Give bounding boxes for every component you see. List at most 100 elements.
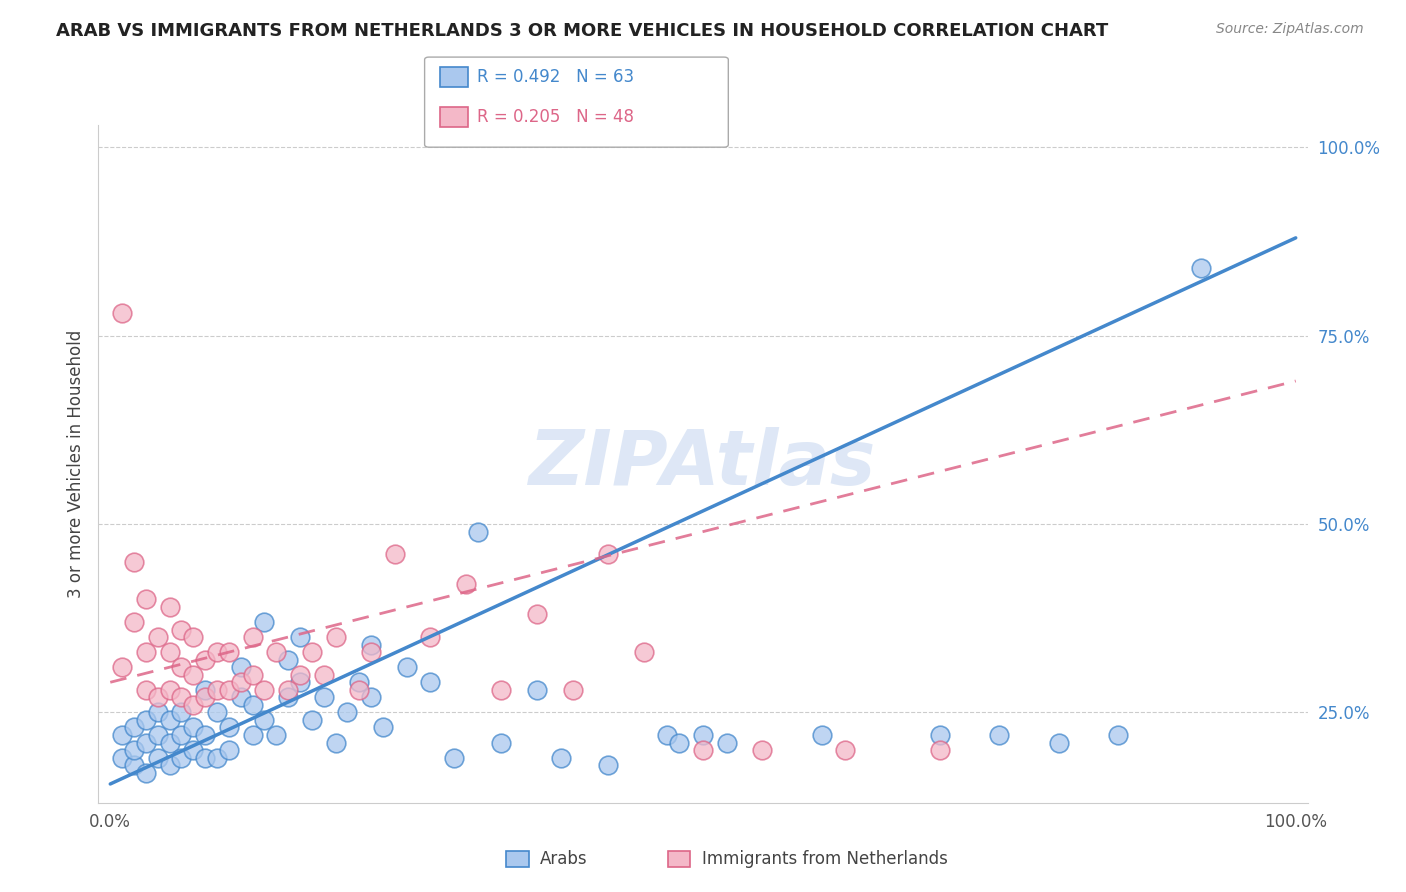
Text: Arabs: Arabs xyxy=(540,850,588,868)
Text: ZIPAtlas: ZIPAtlas xyxy=(529,427,877,500)
Point xyxy=(360,690,382,705)
Point xyxy=(347,675,370,690)
Point xyxy=(181,743,204,757)
Text: R = 0.492   N = 63: R = 0.492 N = 63 xyxy=(477,68,634,86)
Point xyxy=(810,728,832,742)
Point xyxy=(170,660,193,674)
Point xyxy=(277,682,299,697)
Point xyxy=(122,743,145,757)
Point xyxy=(122,555,145,569)
Point xyxy=(491,735,513,749)
Point xyxy=(253,615,276,629)
Y-axis label: 3 or more Vehicles in Household: 3 or more Vehicles in Household xyxy=(66,330,84,598)
Point xyxy=(229,690,252,705)
Point xyxy=(135,645,157,659)
Point xyxy=(347,682,370,697)
Point xyxy=(181,698,204,712)
Point xyxy=(598,758,620,772)
Point xyxy=(325,630,347,644)
Point xyxy=(122,721,145,735)
Point xyxy=(135,735,157,749)
Point xyxy=(264,645,287,659)
Point xyxy=(194,690,217,705)
Point xyxy=(146,728,169,742)
Point xyxy=(526,607,548,622)
Point xyxy=(288,630,311,644)
Point xyxy=(277,653,299,667)
Point xyxy=(181,667,204,681)
Point xyxy=(1189,260,1212,275)
Point xyxy=(716,735,738,749)
Point xyxy=(598,547,620,561)
Point xyxy=(301,645,323,659)
Point xyxy=(135,592,157,607)
Point xyxy=(194,682,217,697)
Point xyxy=(692,743,714,757)
Point xyxy=(218,645,240,659)
Point xyxy=(159,735,181,749)
Point xyxy=(111,750,134,764)
Point xyxy=(443,750,465,764)
Point xyxy=(264,728,287,742)
Point xyxy=(561,682,583,697)
Text: Source: ZipAtlas.com: Source: ZipAtlas.com xyxy=(1216,22,1364,37)
Point xyxy=(242,728,264,742)
Point xyxy=(218,743,240,757)
Point xyxy=(159,758,181,772)
Point xyxy=(111,728,134,742)
Point xyxy=(312,667,335,681)
Point xyxy=(633,645,655,659)
Point xyxy=(929,728,952,742)
Point xyxy=(288,667,311,681)
Point xyxy=(288,675,311,690)
Point xyxy=(550,750,572,764)
Point xyxy=(111,660,134,674)
Point xyxy=(371,721,394,735)
Point xyxy=(170,706,193,720)
Point xyxy=(277,690,299,705)
Point xyxy=(159,599,181,614)
Point xyxy=(170,623,193,637)
Point xyxy=(384,547,406,561)
Point xyxy=(325,735,347,749)
Point xyxy=(419,675,441,690)
Point xyxy=(146,706,169,720)
Point xyxy=(242,667,264,681)
Point xyxy=(242,630,264,644)
Point xyxy=(181,721,204,735)
Point xyxy=(205,750,228,764)
Point xyxy=(242,698,264,712)
Point xyxy=(312,690,335,705)
Point xyxy=(122,615,145,629)
Point xyxy=(360,638,382,652)
Point xyxy=(454,577,477,591)
Point xyxy=(526,682,548,697)
Point xyxy=(1107,728,1129,742)
Point xyxy=(146,750,169,764)
Point xyxy=(229,660,252,674)
Point xyxy=(122,758,145,772)
Point xyxy=(194,728,217,742)
Point xyxy=(135,682,157,697)
Point xyxy=(929,743,952,757)
Point xyxy=(135,713,157,727)
Point xyxy=(751,743,773,757)
Point xyxy=(467,524,489,539)
Point xyxy=(491,682,513,697)
Point xyxy=(194,750,217,764)
Point xyxy=(159,645,181,659)
Point xyxy=(395,660,418,674)
Point xyxy=(668,735,690,749)
Point xyxy=(170,728,193,742)
Point xyxy=(205,645,228,659)
Point xyxy=(205,682,228,697)
Point xyxy=(170,690,193,705)
Point xyxy=(1047,735,1070,749)
Point xyxy=(111,306,134,320)
Point xyxy=(692,728,714,742)
Point xyxy=(181,630,204,644)
Point xyxy=(336,706,359,720)
Point xyxy=(301,713,323,727)
Point xyxy=(229,675,252,690)
Text: Immigrants from Netherlands: Immigrants from Netherlands xyxy=(702,850,948,868)
